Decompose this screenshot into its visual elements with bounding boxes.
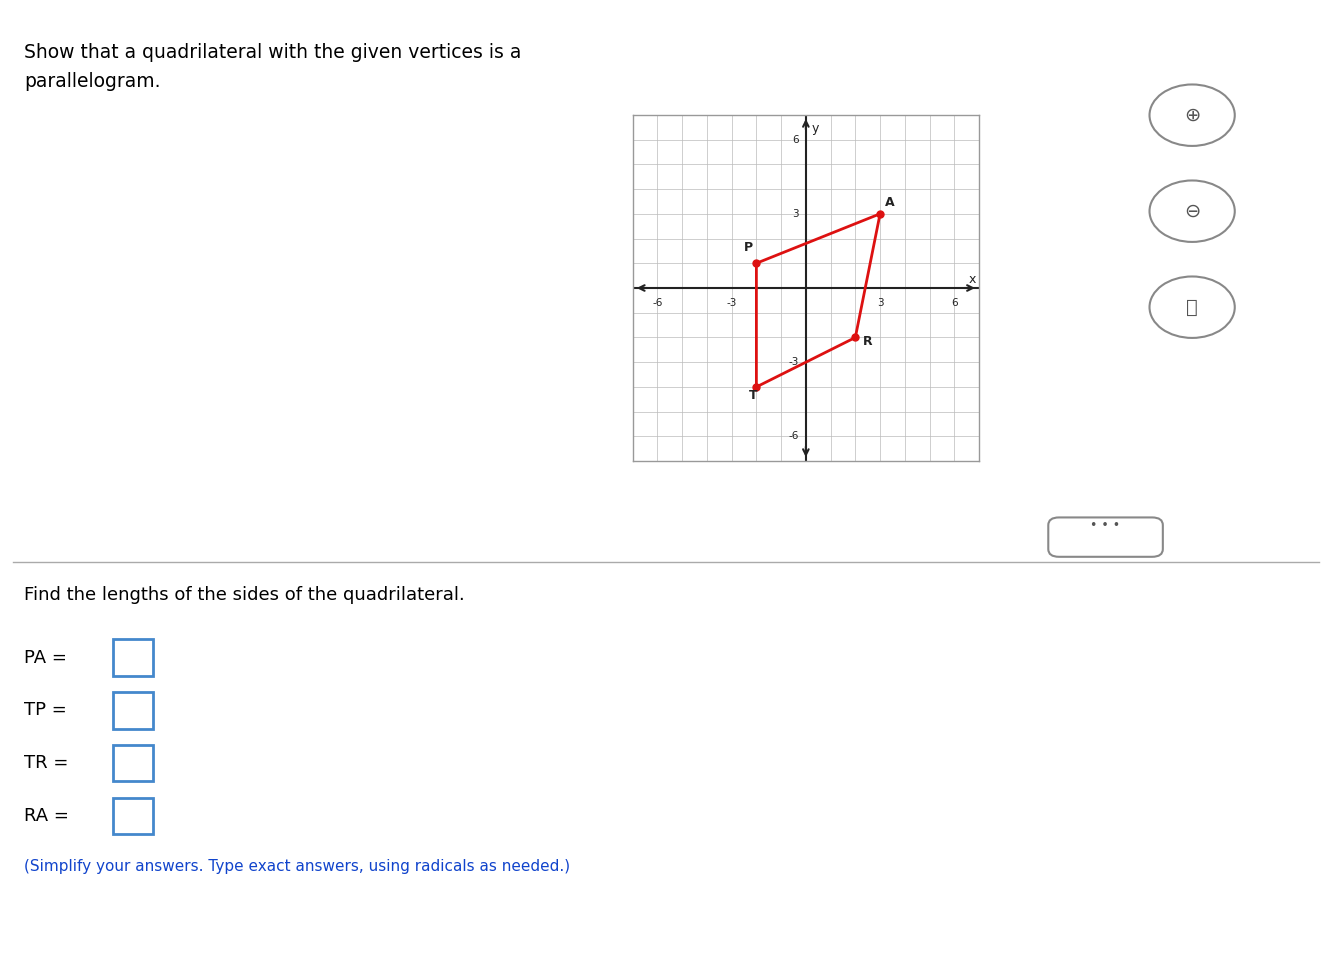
Text: TR =: TR = [24, 755, 68, 772]
Text: 6: 6 [791, 134, 798, 145]
Text: 6: 6 [951, 298, 958, 308]
Text: ⊖: ⊖ [1184, 202, 1200, 221]
Text: -3: -3 [789, 357, 798, 368]
Text: y: y [813, 122, 819, 135]
Text: T: T [749, 390, 758, 402]
Text: -3: -3 [726, 298, 737, 308]
Text: ⊕: ⊕ [1184, 106, 1200, 125]
Text: Show that a quadrilateral with the given vertices is a: Show that a quadrilateral with the given… [24, 43, 521, 62]
Text: A: A [884, 197, 895, 209]
Text: • • •: • • • [1091, 519, 1120, 532]
Text: x: x [970, 273, 976, 286]
Text: R: R [863, 335, 872, 348]
Text: 3: 3 [791, 208, 798, 219]
Text: parallelogram.: parallelogram. [24, 72, 160, 91]
Text: 3: 3 [876, 298, 883, 308]
Text: (Simplify your answers. Type exact answers, using radicals as needed.): (Simplify your answers. Type exact answe… [24, 859, 570, 875]
Text: PA =: PA = [24, 649, 67, 666]
Text: ⧉: ⧉ [1187, 298, 1197, 317]
Text: Find the lengths of the sides of the quadrilateral.: Find the lengths of the sides of the qua… [24, 586, 465, 604]
Text: RA =: RA = [24, 807, 69, 825]
Text: P: P [745, 241, 753, 253]
Text: TP =: TP = [24, 702, 67, 719]
Text: -6: -6 [789, 431, 798, 442]
Text: -6: -6 [653, 298, 662, 308]
